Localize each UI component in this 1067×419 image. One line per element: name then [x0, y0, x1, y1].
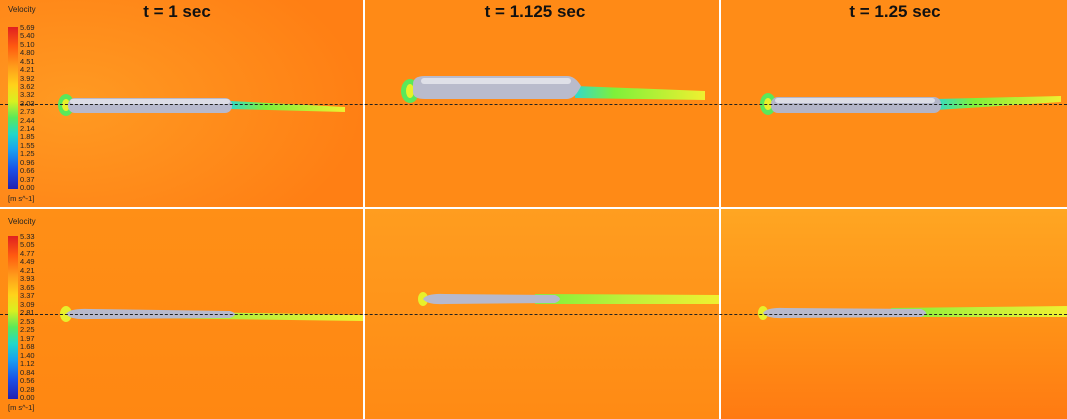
legend-tick-label: 3.62 [20, 81, 35, 91]
legend-tick-label: 0.00 [20, 393, 35, 402]
legend-tick-label: 5.05 [20, 240, 35, 250]
legend-tick-label: 1.97 [20, 333, 35, 343]
hull-body [423, 293, 560, 305]
legend-tick-label: 4.49 [20, 257, 35, 267]
legend-tick-label: 2.44 [20, 115, 35, 125]
time-label-3: t = 1.25 sec [849, 2, 941, 21]
legend-tick-label: 0.96 [20, 157, 35, 167]
panel-top-2 [365, 0, 719, 207]
legend-tick-label: 5.10 [20, 39, 35, 49]
legend-tick-label: 0.56 [20, 376, 35, 386]
wake [936, 96, 1061, 110]
colorbar [8, 27, 18, 189]
legend-tick-label: 1.25 [20, 149, 35, 159]
wake [535, 294, 719, 304]
legend-tick-label: 3.92 [20, 73, 35, 83]
legend-tick-label: 3.37 [20, 291, 35, 301]
legend-tick-label: 0.28 [20, 384, 35, 394]
time-label-1: t = 1 sec [143, 2, 211, 21]
legend-tick-label: 0.66 [20, 166, 35, 176]
legend-tick-label: 4.21 [20, 65, 35, 75]
legend-tick-label: 2.73 [20, 107, 35, 117]
panel-top-3 [721, 0, 1067, 207]
legend-unit: [m s^-1] [8, 403, 35, 412]
legend-tick-label: 5.33 [20, 232, 35, 241]
legend-tick-label: 3.03 [20, 98, 35, 108]
legend-tick-label: 3.32 [20, 90, 35, 100]
legend-bottom: Velocity 5.33 5.05 4.77 4.49 4.21 3.93 3.65 3.3… [8, 217, 36, 411]
wake [575, 86, 705, 100]
wake [230, 101, 345, 112]
legend-tick-label: 1.12 [20, 359, 35, 369]
legend-tick-label: 1.55 [20, 140, 35, 150]
legend-top: Velocity 5.69 5.40 5.10 4.80 4.51 4.21 3.92 3.6… [8, 5, 36, 202]
legend-tick-label: 5.40 [20, 31, 35, 41]
legend-tick-label: 2.25 [20, 325, 35, 335]
hull-body [763, 307, 926, 319]
legend-tick-label: 5.69 [20, 23, 35, 32]
legend-tick-label: 2.81 [20, 308, 35, 318]
legend-tick-label: 4.21 [20, 265, 35, 275]
panel-top-1 [0, 0, 363, 207]
legend-tick-label: 0.84 [20, 367, 35, 377]
reference-line-bottom [0, 314, 1067, 315]
legend-tick-label: 0.37 [20, 174, 35, 184]
legend-tick-label: 0.00 [20, 183, 35, 192]
legend-title: Velocity [8, 5, 36, 14]
reference-line-top [0, 104, 1067, 105]
legend-tick-label: 1.68 [20, 342, 35, 352]
legend-title: Velocity [8, 217, 36, 226]
legend-unit: [m s^-1] [8, 194, 35, 203]
legend-tick-label: 3.65 [20, 282, 35, 292]
time-label-2: t = 1.125 sec [484, 2, 586, 21]
legend-tick-label: 2.53 [20, 316, 35, 326]
legend-tick-label: 2.14 [20, 124, 35, 134]
legend-tick-label: 3.09 [20, 299, 35, 309]
legend-tick-label: 1.85 [20, 132, 35, 142]
colorbar [8, 236, 18, 399]
legend-tick-label: 4.51 [20, 56, 35, 66]
legend-tick-label: 1.40 [20, 350, 35, 360]
legend-tick-label: 4.77 [20, 248, 35, 258]
legend-tick-label: 4.80 [20, 48, 35, 58]
legend-tick-label: 3.93 [20, 274, 35, 284]
